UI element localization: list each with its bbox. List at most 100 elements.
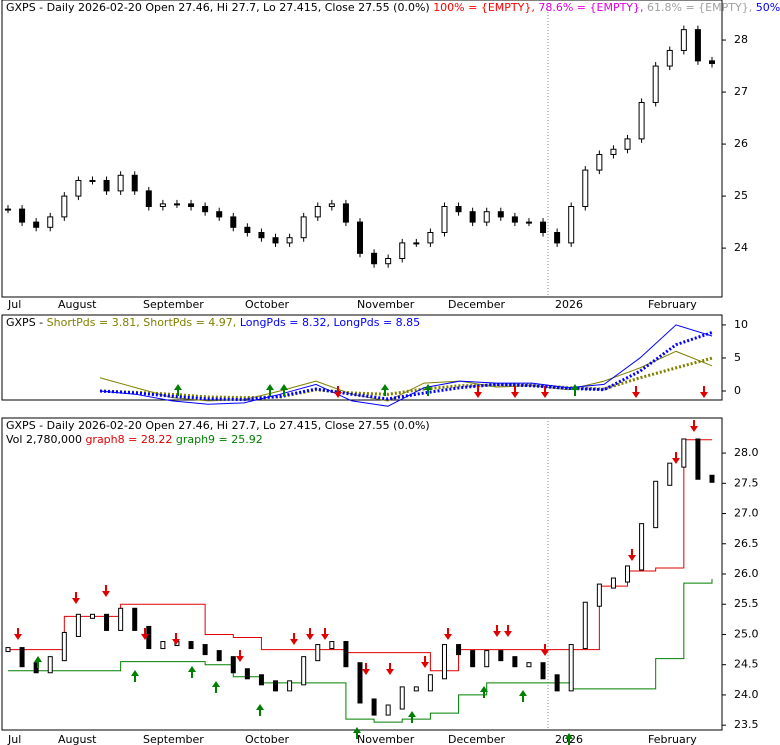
indicator-line [99,324,713,407]
sell-arrow [444,628,452,640]
candle [694,29,701,62]
sell-arrow [493,625,501,637]
y-tick-label: 25.0 [734,627,759,640]
legend-entry: ShortPds = 3.81, [47,316,140,329]
price-bar [329,641,335,650]
sell-arrow [102,585,110,597]
month-label: February [648,298,697,311]
price-bar [132,607,138,631]
y-tick-label: 25.5 [734,597,759,610]
price-bar [258,674,264,686]
candle [469,211,476,223]
sell-arrow [541,644,549,656]
buy-arrow [424,384,432,396]
candle [399,242,406,260]
header-title: GXPS - [6,316,43,329]
month-label: October [245,733,289,745]
price-bar [653,480,659,529]
candle [61,195,68,218]
buy-arrow [408,711,416,723]
candle [427,232,434,244]
candle [525,221,532,224]
price-bar [61,631,67,662]
price-bar [470,650,476,668]
panel-header: GXPS - Daily 2026-02-20 Open 27.46, Hi 2… [6,1,780,14]
panel-header: GXPS - ShortPds = 3.81, ShortPds = 4.97,… [6,316,420,329]
month-label: November [357,733,415,745]
price-bar [216,650,222,662]
y-tick-label: 24.0 [734,688,759,701]
sell-arrow [628,549,636,561]
candle [652,65,659,103]
price-bar [709,474,715,483]
price-bar [667,462,673,486]
candle [272,237,279,244]
panel-header: GXPS - Daily 2026-02-20 Open 27.46, Hi 2… [6,419,430,432]
candle [342,203,349,223]
sell-arrow [172,633,180,645]
buy-arrow [212,681,220,693]
y-tick-label: 28.0 [734,446,759,459]
candle [624,138,631,150]
y-tick-label: 27 [734,85,748,98]
buy-arrow [519,690,527,702]
price-bar [540,662,546,680]
candle [19,208,26,223]
price-bar [427,674,433,692]
legend-entry: LongPds = 8.85 [333,316,420,329]
volume-label: Vol 2,780,000 [6,433,82,446]
candle [483,211,490,223]
price-bar [413,686,419,692]
buy-arrow [571,384,579,396]
price-bar [104,613,110,631]
y-tick-label: 24 [734,241,748,254]
candle [709,60,715,64]
sell-arrow [362,663,370,675]
candle [159,203,166,207]
sell-arrow [511,386,519,398]
y-tick-label: 26.0 [734,567,759,580]
candle [596,153,603,171]
month-label: February [648,733,697,745]
price-bar [385,704,391,716]
candle [258,232,265,239]
price-bar [5,647,11,653]
candle [47,216,54,228]
candle [328,203,335,207]
sell-arrow [504,625,512,637]
price-bar [695,438,701,480]
y-tick-label: 26 [734,137,748,150]
price-bar [456,644,462,656]
price-bar [582,601,588,650]
candle [357,221,363,254]
price-bar [230,656,236,674]
sell-arrow [700,386,708,398]
candle [497,211,504,218]
buy-arrow [256,704,264,716]
price-bar [273,680,279,692]
buy-arrow [353,727,361,739]
candle [202,205,209,213]
sell-arrow [690,420,698,432]
sell-arrow [632,386,640,398]
candle [188,203,195,207]
sell-arrow [421,656,429,668]
sell-arrow [14,628,22,640]
candle [300,216,307,239]
header-title: GXPS - Daily 2026-02-20 Open 27.46, Hi 2… [6,419,430,432]
month-label: December [448,733,506,745]
price-bar [568,644,574,692]
candle [131,174,138,192]
month-label: November [357,298,415,311]
y-tick-label: 27.5 [734,476,759,489]
buy-arrow [381,384,389,396]
candle [103,179,110,192]
legend-entry: LongPds = 8.32, [240,316,330,329]
candle [638,101,645,140]
buy-arrow [174,384,182,396]
candle [511,216,518,223]
price-bar [625,565,631,583]
sell-arrow [386,663,394,675]
sell-arrow [321,628,329,640]
